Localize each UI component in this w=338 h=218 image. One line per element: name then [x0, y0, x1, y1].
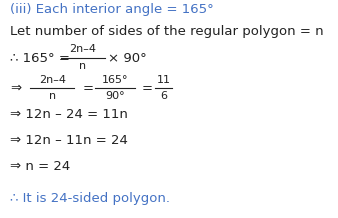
Text: Let number of sides of the regular polygon = n: Let number of sides of the regular polyg…	[10, 25, 324, 38]
Text: =: =	[83, 82, 94, 95]
Text: 90°: 90°	[105, 91, 125, 101]
Text: ∴ It is 24-sided polygon.: ∴ It is 24-sided polygon.	[10, 192, 170, 205]
Text: 2n–4: 2n–4	[69, 44, 96, 54]
Text: ⇒ n = 24: ⇒ n = 24	[10, 160, 70, 173]
Text: ⇒ 12n – 24 = 11n: ⇒ 12n – 24 = 11n	[10, 108, 128, 121]
Text: =: =	[142, 82, 153, 95]
Text: 6: 6	[161, 91, 167, 101]
Text: ⇒: ⇒	[10, 82, 21, 95]
Text: 11: 11	[157, 75, 171, 85]
Text: n: n	[79, 61, 87, 72]
Text: × 90°: × 90°	[108, 52, 147, 65]
Text: ∴ 165° =: ∴ 165° =	[10, 52, 74, 65]
Text: (iii) Each interior angle = 165°: (iii) Each interior angle = 165°	[10, 3, 214, 16]
Text: 2n–4: 2n–4	[39, 75, 66, 85]
Text: 165°: 165°	[102, 75, 128, 85]
Text: ⇒ 12n – 11n = 24: ⇒ 12n – 11n = 24	[10, 134, 128, 147]
Text: n: n	[49, 91, 56, 101]
